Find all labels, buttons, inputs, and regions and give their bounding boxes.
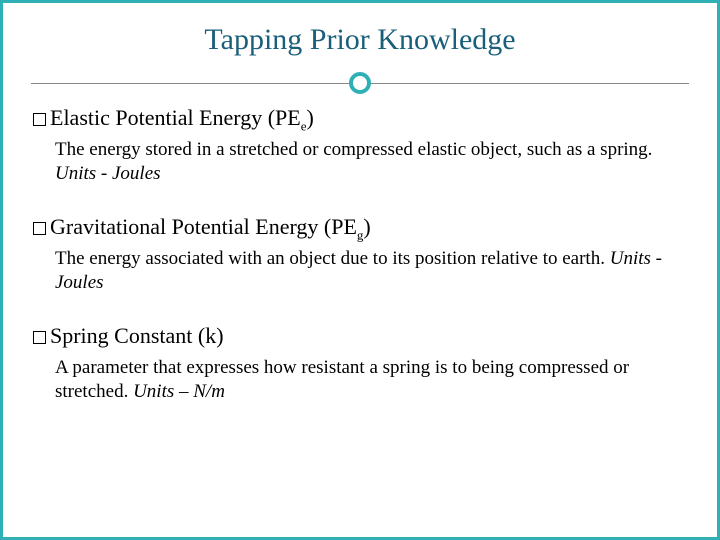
item-elastic-pe: Elastic Potential Energy (PEe) The energ…	[33, 105, 687, 186]
divider-circle-icon	[349, 72, 371, 94]
item-spring-constant: Spring Constant (k) A parameter that exp…	[33, 323, 687, 404]
desc-text: The energy stored in a stretched or comp…	[55, 139, 652, 160]
slide-frame: Tapping Prior Knowledge Elastic Potentia…	[0, 0, 720, 540]
units-text: Units – N/m	[133, 381, 225, 402]
desc-gravitational-pe: The energy associated with an object due…	[33, 247, 687, 295]
heading-text-post: )	[307, 105, 314, 130]
desc-elastic-pe: The energy stored in a stretched or comp…	[33, 138, 687, 186]
heading-text: Spring Constant (k)	[50, 323, 224, 348]
bullet-icon	[33, 222, 46, 235]
heading-text: Elastic Potential Energy (PE	[50, 105, 301, 130]
title-divider	[31, 71, 689, 95]
heading-gravitational-pe: Gravitational Potential Energy (PEg)	[33, 214, 687, 243]
heading-text: Gravitational Potential Energy (PE	[50, 214, 357, 239]
heading-spring-constant: Spring Constant (k)	[33, 323, 687, 352]
bullet-icon	[33, 331, 46, 344]
bullet-icon	[33, 113, 46, 126]
desc-spring-constant: A parameter that expresses how resistant…	[33, 356, 687, 404]
content-area: Elastic Potential Energy (PEe) The energ…	[31, 105, 689, 404]
heading-elastic-pe: Elastic Potential Energy (PEe)	[33, 105, 687, 134]
units-text: Units - Joules	[55, 163, 161, 184]
item-gravitational-pe: Gravitational Potential Energy (PEg) The…	[33, 214, 687, 295]
heading-text-post: )	[363, 214, 370, 239]
desc-text: The energy associated with an object due…	[55, 248, 610, 269]
page-title: Tapping Prior Knowledge	[31, 23, 689, 57]
